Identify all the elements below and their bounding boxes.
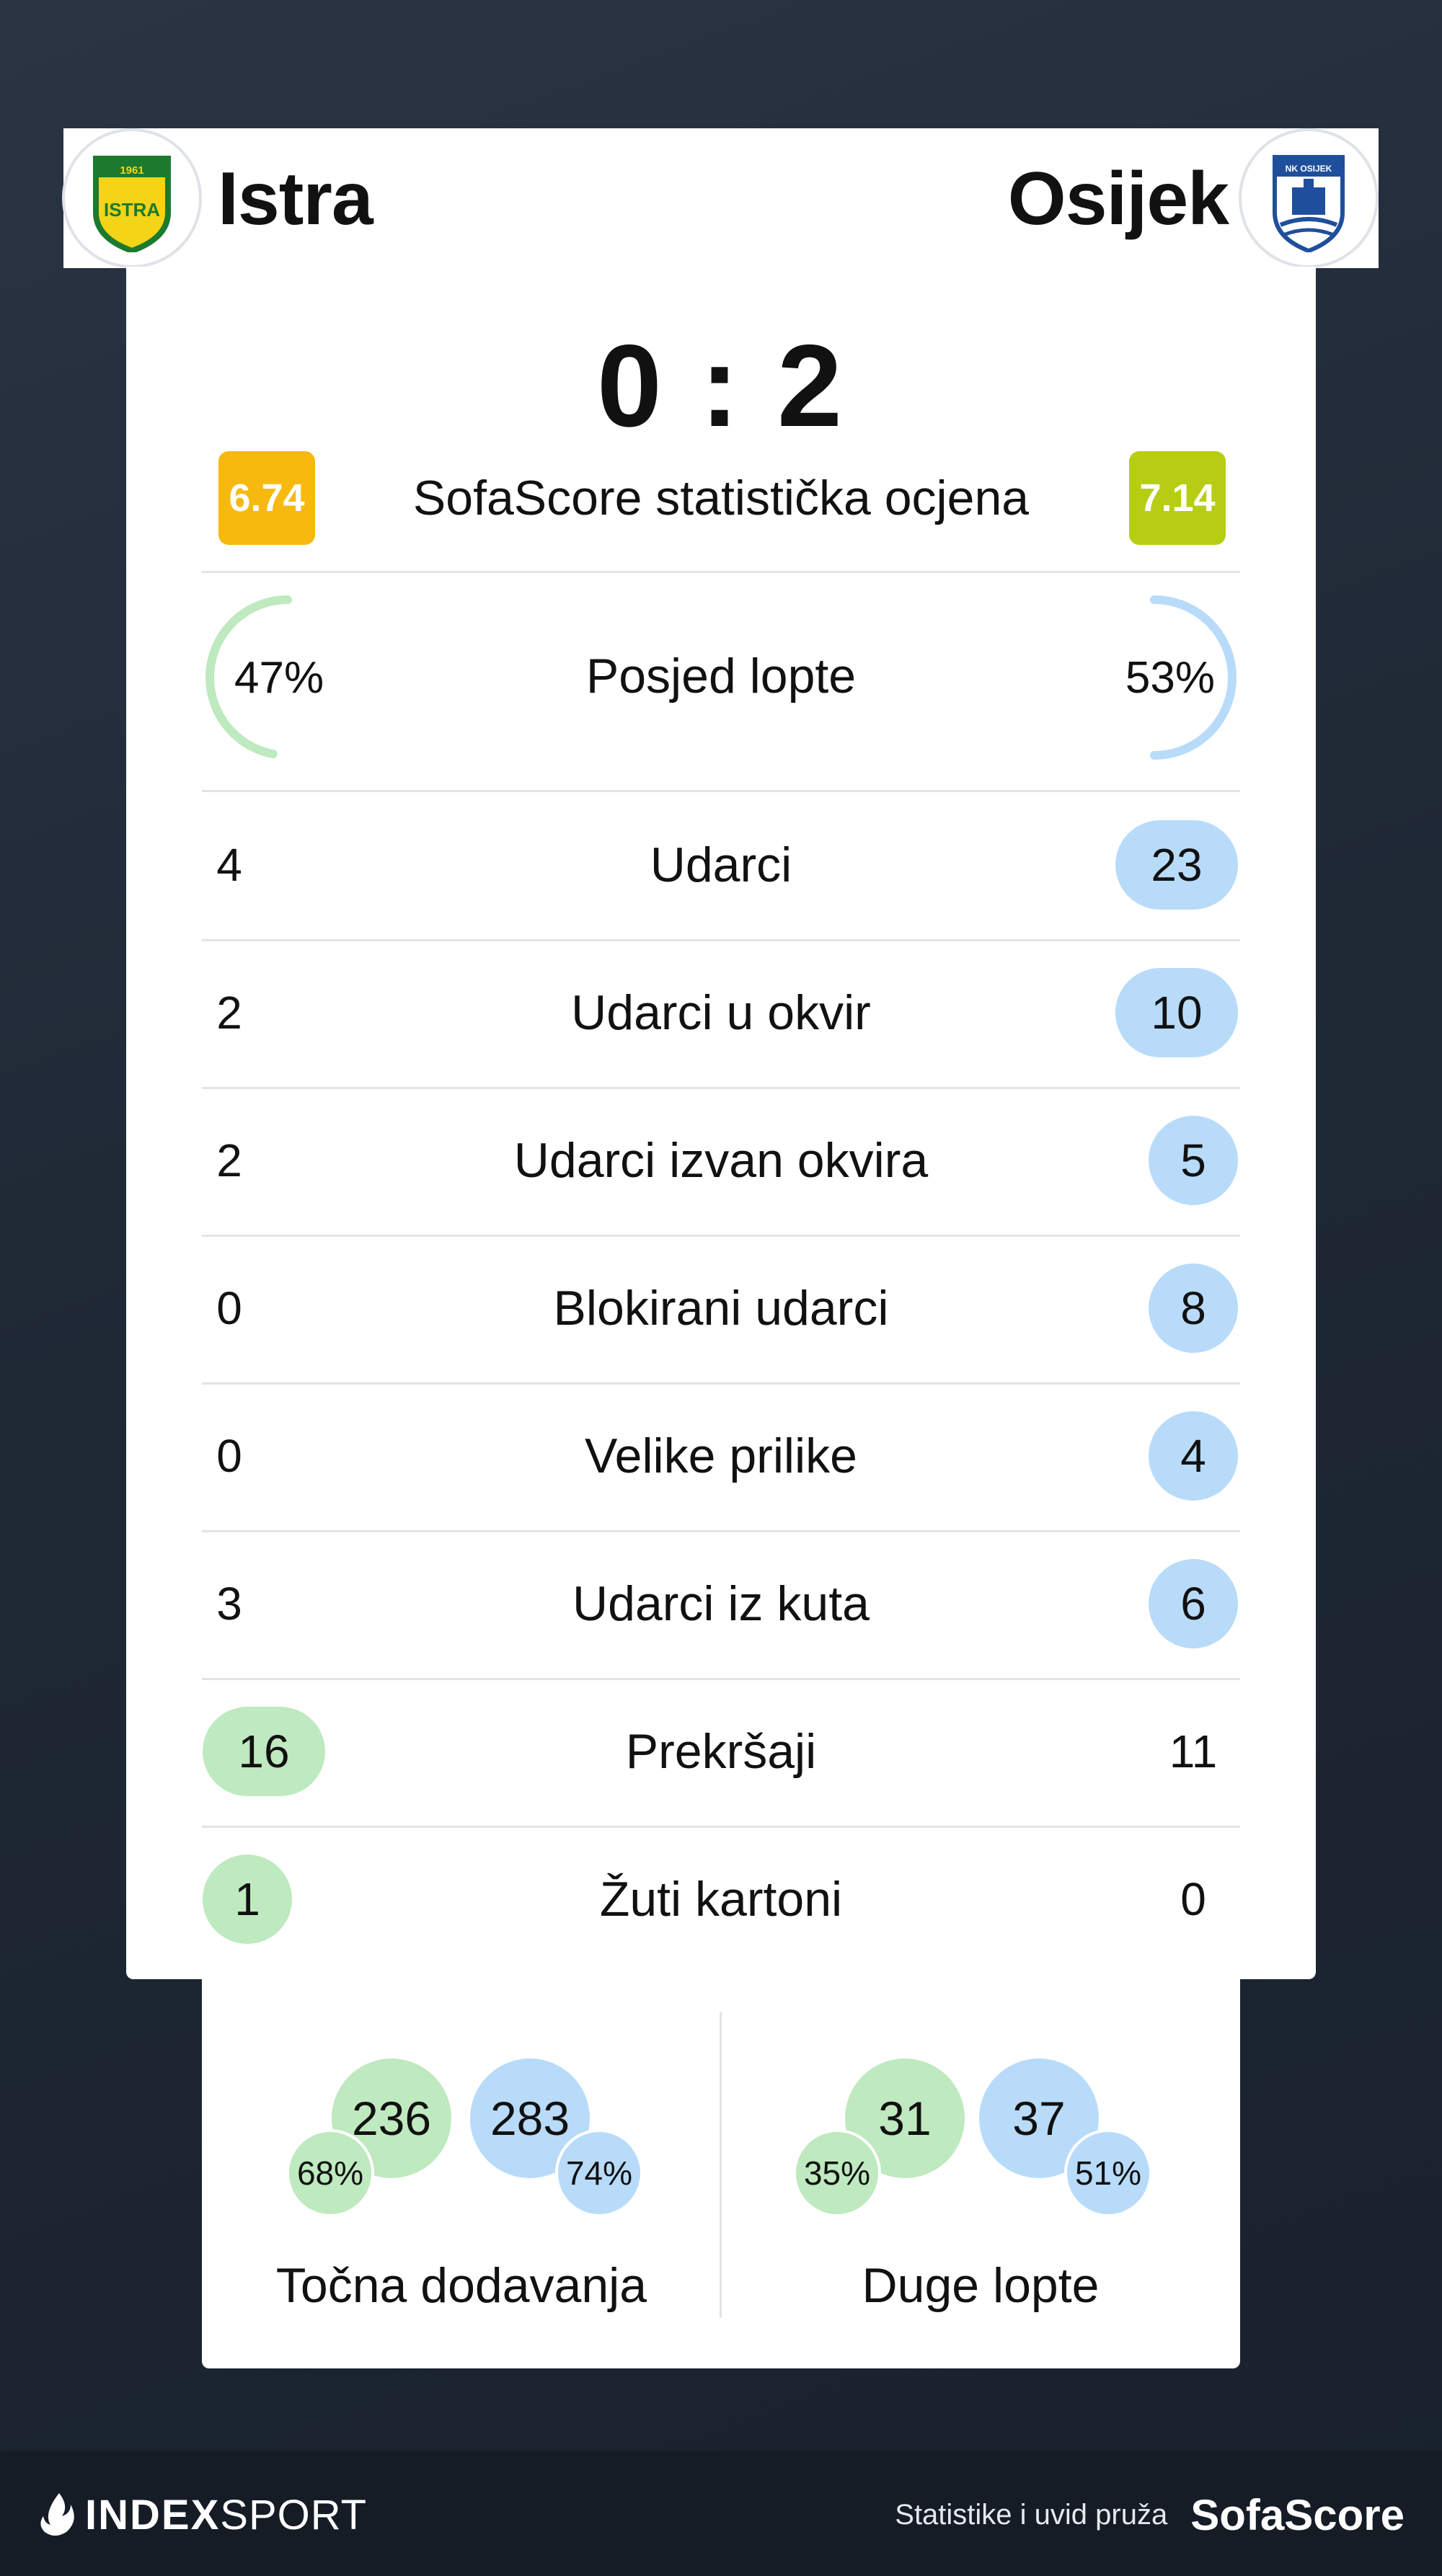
passes-label: Točna dodavanja (275, 2258, 647, 2313)
divider (202, 1530, 1240, 1532)
stat-label: Prekršaji (625, 1724, 817, 1779)
istra-crest-icon: 1961 ISTRA (93, 156, 171, 252)
stat-row: 0 Blokirani udarci 8 (126, 1235, 1316, 1382)
divider (202, 1235, 1240, 1237)
divider (202, 1382, 1240, 1385)
stat-home-value: 4 (216, 839, 242, 891)
stat-row: 2 Udarci izvan okvira 5 (126, 1087, 1316, 1235)
away-possession-value: 53% (1125, 653, 1215, 703)
stat-label: Udarci u okvir (571, 985, 871, 1040)
stat-away-value: 0 (1180, 1873, 1206, 1925)
stat-away-value: 4 (1149, 1411, 1238, 1501)
home-long-balls-pct-bubble: 35% (793, 2129, 881, 2217)
home-passes-bubble: 236 (332, 2058, 451, 2178)
divider (202, 1087, 1240, 1089)
home-possession-arc-path (205, 595, 292, 759)
stat-home-value: 1 (203, 1855, 292, 1944)
stat-row: 1 Žuti kartoni 0 (126, 1826, 1316, 1973)
stat-home-value: 0 (216, 1430, 242, 1482)
stat-label: Blokirani udarci (553, 1281, 889, 1336)
home-crest-text: ISTRA (104, 199, 160, 221)
brand-sport-text: SPORT (220, 2491, 368, 2539)
panel-divider (720, 2012, 722, 2318)
divider (202, 1826, 1240, 1828)
away-passes-pct-bubble: 74% (555, 2129, 643, 2217)
long-balls-label: Duge lopte (862, 2258, 1100, 2313)
stat-home-value: 0 (216, 1282, 242, 1334)
away-crest-text: NK OSIJEK (1286, 164, 1332, 174)
home-rating-badge: 6.74 (218, 451, 315, 545)
stat-label: Žuti kartoni (599, 1872, 843, 1927)
away-team-name: Osijek (1007, 157, 1229, 241)
index-sport-logo: INDEX SPORT (37, 2482, 367, 2547)
stat-away-value: 10 (1115, 968, 1238, 1057)
stat-row: 2 Udarci u okvir 10 (126, 939, 1316, 1087)
divider (202, 1678, 1240, 1680)
divider (202, 939, 1240, 941)
match-stats-card: 0 : 2 6.74 SofaScore statistička ocjena … (126, 267, 1316, 1979)
home-team-crest: 1961 ISTRA (62, 128, 202, 268)
stat-away-value: 23 (1115, 820, 1238, 910)
brand-index-text: INDEX (85, 2491, 221, 2539)
away-long-balls-bubble: 37 (979, 2058, 1099, 2178)
stat-home-value: 2 (216, 987, 242, 1039)
passing-panel: 236 68% 283 74% Točna dodavanja 31 35% 3… (202, 1979, 1240, 2368)
divider (202, 790, 1240, 792)
stat-label: Udarci iz kuta (572, 1576, 870, 1631)
stat-row: 4 Udarci 23 (126, 791, 1316, 939)
away-possession-arc (1150, 595, 1237, 760)
divider (202, 571, 1240, 573)
home-passes-pct-bubble: 68% (286, 2129, 374, 2217)
data-credit: Statistike i uvid pruža SofaScore (895, 2482, 1405, 2547)
stat-row: 16 Prekršaji 11 (126, 1678, 1316, 1826)
stat-away-value: 11 (1169, 1726, 1218, 1777)
possession-label: Posjed lopte (585, 649, 857, 703)
sofascore-logo: SofaScore (1190, 2490, 1405, 2539)
stat-away-value: 6 (1149, 1559, 1238, 1648)
stat-away-value: 5 (1149, 1116, 1238, 1205)
home-crest-year: 1961 (120, 164, 143, 177)
stat-label: Udarci izvan okvira (513, 1133, 929, 1188)
away-long-balls-pct-bubble: 51% (1064, 2129, 1152, 2217)
match-score: 0 : 2 (596, 321, 846, 451)
footer: INDEX SPORT Statistike i uvid pruža Sofa… (0, 2451, 1442, 2576)
away-possession-arc-path (1150, 595, 1237, 760)
stat-home-value: 2 (216, 1134, 242, 1186)
away-team-crest: NK OSIJEK (1239, 128, 1379, 268)
away-rating-badge: 7.14 (1129, 451, 1226, 545)
osijek-crest-icon: NK OSIJEK (1273, 155, 1345, 252)
flame-icon (40, 2493, 74, 2536)
home-possession-arc (205, 595, 292, 759)
rating-label: SofaScore statistička ocjena (412, 471, 1030, 525)
stat-row: 3 Udarci iz kuta 6 (126, 1530, 1316, 1678)
credit-text: Statistike i uvid pruža (895, 2498, 1168, 2531)
stat-home-value: 3 (216, 1578, 242, 1630)
team-header-bar (63, 128, 1379, 268)
home-team-name: Istra (218, 157, 373, 241)
stat-home-value: 16 (203, 1707, 325, 1796)
stat-row: 0 Velike prilike 4 (126, 1382, 1316, 1530)
home-possession-value: 47% (234, 653, 324, 703)
stat-label: Udarci (650, 838, 792, 892)
stat-away-value: 8 (1149, 1263, 1238, 1353)
stat-label: Velike prilike (585, 1429, 857, 1483)
